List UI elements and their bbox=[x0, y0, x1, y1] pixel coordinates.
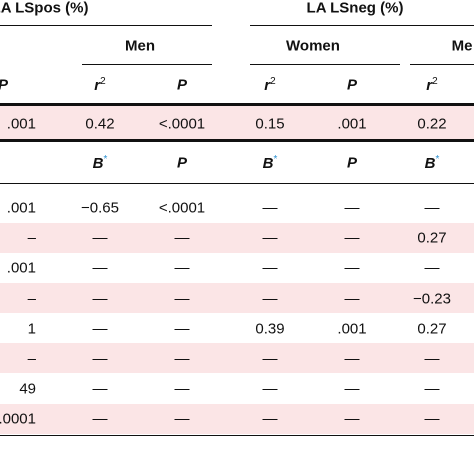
cell: — bbox=[262, 410, 278, 428]
cell: — bbox=[344, 229, 360, 247]
cell: — bbox=[344, 410, 360, 428]
sup: * bbox=[103, 154, 108, 165]
cell: — bbox=[344, 350, 360, 368]
rule bbox=[0, 183, 474, 184]
column-header: r2 bbox=[94, 76, 105, 94]
column-header: P bbox=[0, 77, 8, 94]
cell: — bbox=[262, 229, 278, 247]
cell: — bbox=[92, 259, 108, 277]
cell: .001 bbox=[337, 115, 367, 133]
row-shade bbox=[0, 223, 474, 253]
group-header: LA LSpos (%) bbox=[0, 0, 89, 17]
cell: <.0001 bbox=[158, 199, 206, 217]
cell: — bbox=[424, 380, 440, 398]
cell: .001 bbox=[6, 199, 36, 217]
cell: — bbox=[424, 350, 440, 368]
cell: — bbox=[92, 320, 108, 338]
row-shade bbox=[0, 283, 474, 313]
cell: — bbox=[174, 350, 190, 368]
column-header: r2 bbox=[426, 76, 437, 94]
cell: <.0001 bbox=[158, 115, 206, 133]
column-header: B* bbox=[425, 154, 440, 172]
rule bbox=[0, 435, 474, 436]
cell: — bbox=[174, 320, 190, 338]
cell: – bbox=[27, 350, 36, 368]
cell: 0.42 bbox=[85, 115, 115, 133]
cell: −0.65 bbox=[81, 199, 119, 217]
rule bbox=[0, 25, 212, 26]
column-header: P bbox=[346, 76, 358, 94]
cell: 0.27 bbox=[417, 229, 447, 247]
column-header: P bbox=[176, 154, 188, 172]
cell: – bbox=[27, 229, 36, 247]
cell: — bbox=[92, 290, 108, 308]
base: r bbox=[94, 77, 101, 94]
row-shade bbox=[0, 105, 474, 140]
cell: — bbox=[174, 229, 190, 247]
cell: — bbox=[344, 199, 360, 217]
rule bbox=[250, 25, 474, 26]
row-shade bbox=[0, 343, 474, 373]
cell: — bbox=[262, 290, 278, 308]
cell: — bbox=[262, 350, 278, 368]
subgroup-header: Men bbox=[125, 37, 155, 55]
cell: — bbox=[262, 259, 278, 277]
cell: — bbox=[92, 410, 108, 428]
rule bbox=[82, 64, 212, 65]
rule bbox=[0, 139, 474, 142]
cell: 0.39 bbox=[255, 320, 285, 338]
cell: 0.15 bbox=[255, 115, 285, 133]
column-header: r2 bbox=[264, 76, 275, 94]
cell: 0.22 bbox=[417, 115, 447, 133]
cell: .0001 bbox=[0, 410, 36, 428]
sup: * bbox=[273, 154, 278, 165]
cell: 49 bbox=[19, 380, 36, 398]
base: B bbox=[262, 155, 274, 172]
cell: — bbox=[344, 290, 360, 308]
rule bbox=[0, 103, 474, 106]
base: B bbox=[424, 155, 436, 172]
cell: — bbox=[174, 410, 190, 428]
column-header: P bbox=[176, 76, 188, 94]
cell: .001 bbox=[337, 320, 367, 338]
cell: — bbox=[92, 380, 108, 398]
cell: — bbox=[174, 290, 190, 308]
cell: — bbox=[424, 199, 440, 217]
cell: — bbox=[424, 410, 440, 428]
cell: — bbox=[344, 259, 360, 277]
cell: .001 bbox=[6, 115, 36, 133]
column-header: P bbox=[346, 154, 358, 172]
cell: — bbox=[92, 229, 108, 247]
cell: — bbox=[262, 199, 278, 217]
sup: * bbox=[435, 154, 440, 165]
base: B bbox=[92, 155, 104, 172]
cell: — bbox=[174, 380, 190, 398]
subgroup-header: Me bbox=[451, 37, 473, 55]
group-header: LA LSneg (%) bbox=[306, 0, 404, 17]
subgroup-header: Women bbox=[286, 37, 340, 55]
rule bbox=[410, 64, 474, 65]
row-shade bbox=[0, 404, 474, 434]
cell: — bbox=[174, 259, 190, 277]
column-header: B* bbox=[263, 154, 278, 172]
sup: 2 bbox=[270, 76, 276, 87]
cell: – bbox=[27, 290, 36, 308]
rule bbox=[250, 64, 400, 65]
cell: 0.27 bbox=[417, 320, 447, 338]
cell: −0.23 bbox=[413, 290, 451, 308]
cell: — bbox=[424, 259, 440, 277]
base: r bbox=[264, 77, 271, 94]
cell: 1 bbox=[27, 320, 36, 338]
sup: 2 bbox=[432, 76, 438, 87]
base: r bbox=[426, 77, 433, 94]
cell: — bbox=[344, 380, 360, 398]
cell: — bbox=[92, 350, 108, 368]
sup: 2 bbox=[100, 76, 106, 87]
cell: — bbox=[262, 380, 278, 398]
column-header: B* bbox=[93, 154, 108, 172]
cell: .001 bbox=[6, 259, 36, 277]
